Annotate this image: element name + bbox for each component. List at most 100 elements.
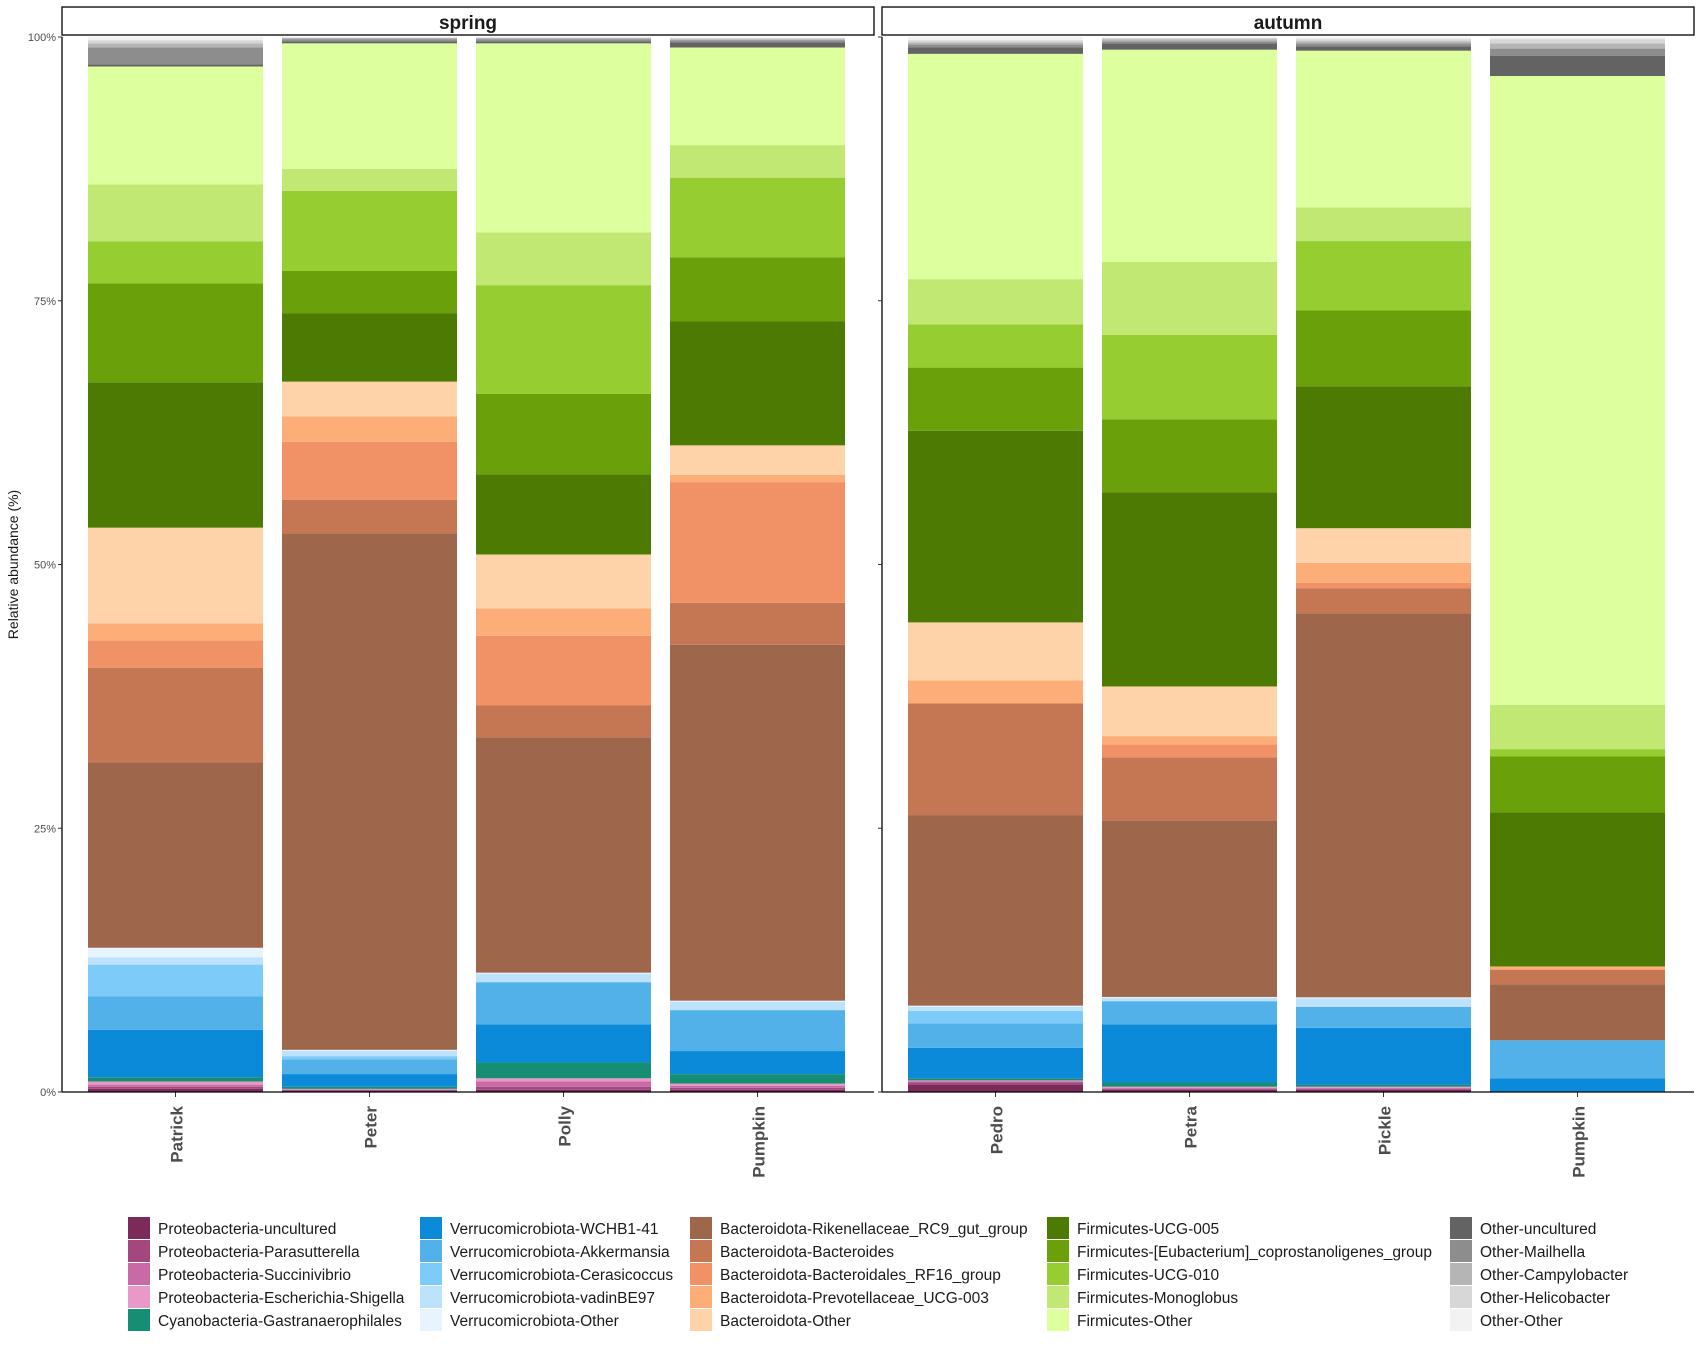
bar-segment-spring-pumpkin-firmicutes-eubacterium-coprostanoligenes-group — [670, 257, 845, 322]
bar-segment-autumn-pedro-bacteroidota-rikenellaceae-rc9-gut-group — [908, 815, 1083, 1006]
bar-segment-spring-patrick-verrucomicrobiota-akkermansia — [88, 996, 263, 1030]
facet-strip-autumn — [881, 6, 1695, 36]
y-tick-label: 50% — [34, 560, 56, 572]
bar-segment-spring-patrick-proteobacteria-escherichia-shigella — [88, 1081, 263, 1085]
bar-segment-spring-pumpkin-verrucomicrobiota-wchb1-41 — [670, 1051, 845, 1075]
bar-segment-spring-pumpkin-other-mailhella — [670, 40, 845, 43]
x-tick-label: Pedro — [988, 1106, 1007, 1154]
bar-segment-spring-patrick-proteobacteria-uncultured — [88, 1088, 263, 1092]
bar-segment-spring-patrick-proteobacteria-succinivibrio — [88, 1084, 263, 1087]
legend-swatch — [1047, 1263, 1069, 1285]
bar-segment-spring-polly-verrucomicrobiota-wchb1-41 — [476, 1024, 651, 1063]
bar-segment-spring-peter-verrucomicrobiota-akkermansia — [282, 1059, 457, 1075]
legend-item-firmicutes-monoglobus: Firmicutes-Monoglobus — [1047, 1286, 1238, 1308]
x-tick-label: Pickle — [1376, 1106, 1395, 1155]
legend-swatch — [690, 1263, 712, 1285]
bar-segment-autumn-petra-bacteroidota-rikenellaceae-rc9-gut-group — [1102, 820, 1277, 997]
legend-swatch — [690, 1217, 712, 1239]
bar-segment-spring-peter-bacteroidota-prevotellaceae-ucg-003 — [282, 416, 457, 442]
legend-label: Firmicutes-UCG-005 — [1077, 1221, 1219, 1238]
bar-segment-autumn-petra-firmicutes-other — [1102, 49, 1277, 262]
bar-segment-autumn-pickle-bacteroidota-rikenellaceae-rc9-gut-group — [1296, 613, 1471, 998]
bar-segment-spring-peter-verrucomicrobiota-wchb1-41 — [282, 1074, 457, 1087]
bar-segment-autumn-pickle-firmicutes-eubacterium-coprostanoligenes-group — [1296, 310, 1471, 387]
bar-segment-autumn-pumpkin-firmicutes-ucg-005 — [1490, 812, 1665, 967]
bar-segment-spring-pumpkin-other-uncultured — [670, 42, 845, 48]
bar-segment-spring-peter-firmicutes-ucg-005 — [282, 313, 457, 382]
bar-segment-spring-pumpkin-other-campylobacter — [670, 39, 845, 41]
legend-item-bacteroidota-other: Bacteroidota-Other — [690, 1309, 851, 1331]
y-tick-label: 0% — [40, 1087, 56, 1099]
bar-segment-spring-patrick-other-uncultured — [88, 64, 263, 67]
y-tick-label: 25% — [34, 823, 56, 835]
bar-segment-spring-patrick-verrucomicrobiota-cerasicoccus — [88, 964, 263, 997]
bar-segment-spring-peter-proteobacteria-succinivibrio — [282, 1089, 457, 1090]
bar-segment-spring-polly-cyanobacteria-gastranaerophilales — [476, 1062, 651, 1079]
bar-segment-autumn-petra-other-campylobacter — [1102, 39, 1277, 42]
bar-segment-autumn-pickle-other-campylobacter — [1296, 41, 1471, 44]
legend-item-cyanobacteria-gastranaerophilales: Cyanobacteria-Gastranaerophilales — [128, 1309, 402, 1331]
bar-segment-autumn-pickle-verrucomicrobiota-wchb1-41 — [1296, 1027, 1471, 1085]
legend-label: Bacteroidota-Rikenellaceae_RC9_gut_group — [720, 1221, 1028, 1238]
x-tick-label: Patrick — [168, 1105, 187, 1162]
bar-segment-spring-polly-other-mailhella — [476, 39, 651, 42]
legend-item-firmicutes-ucg-005: Firmicutes-UCG-005 — [1047, 1217, 1219, 1239]
bar-segment-autumn-petra-cyanobacteria-gastranaerophilales — [1102, 1082, 1277, 1087]
bar-segment-autumn-pickle-verrucomicrobiota-akkermansia — [1296, 1006, 1471, 1028]
legend-label: Verrucomicrobiota-Akkermansia — [450, 1244, 670, 1261]
bar-segment-spring-pumpkin-proteobacteria-uncultured — [670, 1089, 845, 1092]
bar-segment-autumn-pumpkin-other-helicobacter — [1490, 39, 1665, 44]
legend-swatch — [128, 1217, 150, 1239]
bar-segment-autumn-pumpkin-verrucomicrobiota-wchb1-41 — [1490, 1078, 1665, 1092]
legend-item-firmicutes-ucg-010: Firmicutes-UCG-010 — [1047, 1263, 1219, 1285]
legend-label: Other-Other — [1480, 1313, 1563, 1330]
legend-swatch — [420, 1263, 442, 1285]
bar-segment-spring-patrick-bacteroidota-prevotellaceae-ucg-003 — [88, 623, 263, 641]
axes-layer — [58, 6, 1695, 1097]
bar-segment-autumn-pickle-firmicutes-ucg-010 — [1296, 241, 1471, 311]
bar-segment-spring-polly-proteobacteria-escherichia-shigella — [476, 1078, 651, 1082]
bar-segment-autumn-pedro-verrucomicrobiota-akkermansia — [908, 1023, 1083, 1048]
bar-segment-autumn-pickle-proteobacteria-parasutterella — [1296, 1088, 1471, 1090]
bar-segment-autumn-pumpkin-other-campylobacter — [1490, 43, 1665, 49]
bar-segment-autumn-pickle-bacteroidota-other — [1296, 528, 1471, 563]
legend-item-bacteroidota-prevotellaceae-ucg-003: Bacteroidota-Prevotellaceae_UCG-003 — [690, 1286, 989, 1308]
bar-segment-autumn-pedro-bacteroidota-bacteroides — [908, 703, 1083, 816]
bar-segment-spring-pumpkin-proteobacteria-parasutterella — [670, 1087, 845, 1090]
bar-segment-spring-pumpkin-bacteroidota-rikenellaceae-rc9-gut-group — [670, 644, 845, 1001]
bar-segment-spring-pumpkin-bacteroidota-bacteroides — [670, 602, 845, 645]
bar-segment-spring-pumpkin-firmicutes-monoglobus — [670, 145, 845, 178]
legend-swatch — [420, 1240, 442, 1262]
bar-segment-autumn-pickle-cyanobacteria-gastranaerophilales — [1296, 1084, 1471, 1087]
bar-segment-autumn-pumpkin-other-uncultured — [1490, 55, 1665, 77]
bar-segment-autumn-pumpkin-other-mailhella — [1490, 48, 1665, 56]
legend: Proteobacteria-uncultured Proteobacteria-… — [128, 1217, 1628, 1331]
x-tick-label: Petra — [1182, 1105, 1201, 1148]
bar-segment-spring-pumpkin-proteobacteria-succinivibrio — [670, 1085, 845, 1088]
legend-item-other-campylobacter: Other-Campylobacter — [1450, 1263, 1628, 1285]
legend-item-proteobacteria-escherichia-shigella: Proteobacteria-Escherichia-Shigella — [128, 1286, 405, 1308]
bar-segment-spring-polly-firmicutes-ucg-005 — [476, 474, 651, 555]
bar-segment-autumn-pedro-firmicutes-eubacterium-coprostanoligenes-group — [908, 367, 1083, 431]
bar-segment-spring-patrick-other-other — [88, 37, 263, 41]
bar-segment-spring-patrick-firmicutes-ucg-005 — [88, 382, 263, 528]
bar-segment-autumn-pickle-other-mailhella — [1296, 43, 1471, 47]
legend-label: Cyanobacteria-Gastranaerophilales — [158, 1313, 402, 1330]
bar-segment-autumn-pumpkin-bacteroidota-prevotellaceae-ucg-003 — [1490, 966, 1665, 970]
bar-segment-autumn-pickle-other-helicobacter — [1296, 39, 1471, 42]
bar-segment-autumn-petra-verrucomicrobiota-vadinbe97 — [1102, 998, 1277, 1002]
legend-swatch — [690, 1240, 712, 1262]
bar-segment-spring-peter-cyanobacteria-gastranaerophilales — [282, 1086, 457, 1089]
legend-item-firmicutes-other: Firmicutes-Other — [1047, 1309, 1192, 1331]
legend-item-bacteroidota-rikenellaceae-rc9-gut-group: Bacteroidota-Rikenellaceae_RC9_gut_group — [690, 1217, 1028, 1239]
bar-segment-autumn-petra-verrucomicrobiota-wchb1-41 — [1102, 1024, 1277, 1083]
bar-segment-autumn-pedro-proteobacteria-escherichia-shigella — [908, 1080, 1083, 1082]
bar-segment-autumn-petra-firmicutes-ucg-005 — [1102, 492, 1277, 687]
legend-label: Other-Mailhella — [1480, 1244, 1585, 1261]
bar-segment-autumn-pedro-other-mailhella — [908, 44, 1083, 48]
bar-segment-autumn-pedro-proteobacteria-succinivibrio — [908, 1081, 1083, 1083]
legend-swatch — [420, 1286, 442, 1308]
bar-segment-autumn-petra-proteobacteria-parasutterella — [1102, 1088, 1277, 1090]
legend-swatch — [1047, 1217, 1069, 1239]
bar-segment-spring-patrick-other-campylobacter — [88, 43, 263, 48]
